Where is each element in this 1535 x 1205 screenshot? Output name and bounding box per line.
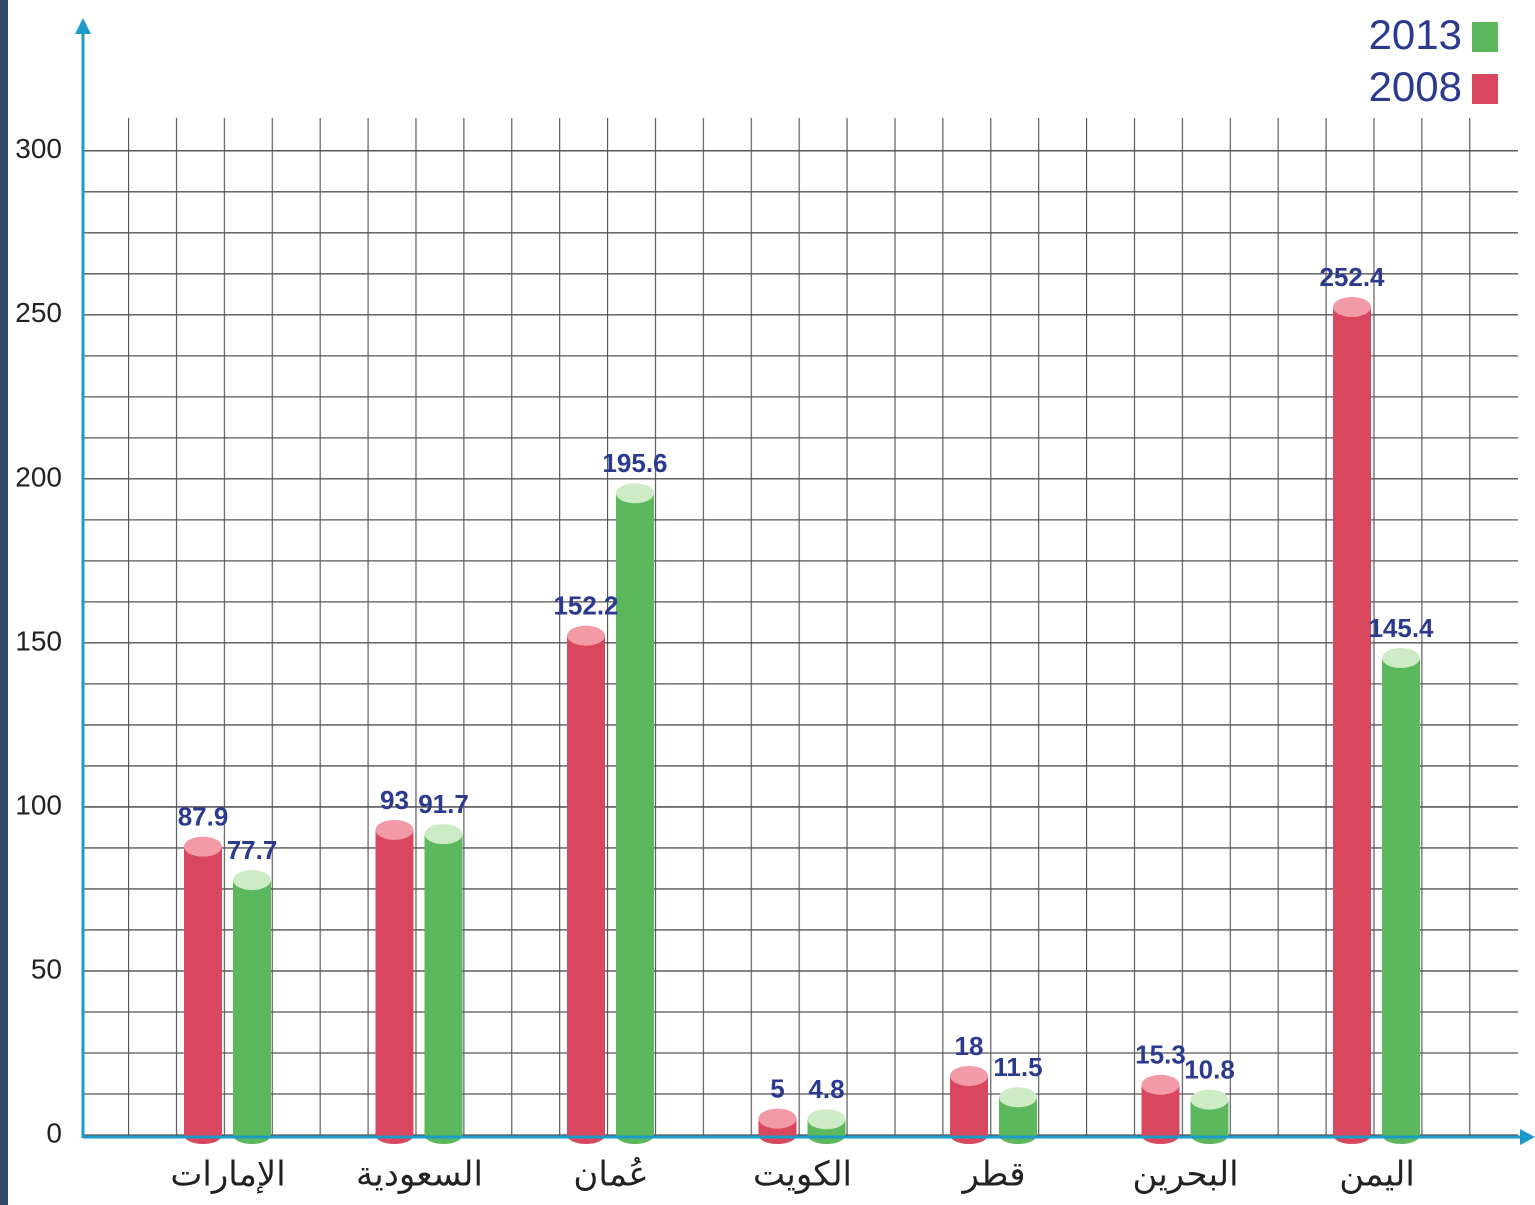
bar [1382,647,1420,1144]
bar-body [616,493,654,1136]
y-tick-label: 150 [15,625,62,656]
legend-label: 2013 [1369,11,1462,58]
x-axis-arrow [1520,1129,1535,1145]
bar-top [758,1108,797,1129]
bar [1333,296,1371,1144]
y-tick-label: 200 [15,461,62,492]
value-label: 18 [955,1031,984,1061]
bar-base [233,1126,271,1144]
bar-base [807,1126,846,1144]
bar [184,836,222,1144]
bar-base [758,1126,797,1144]
bar-body [424,834,463,1135]
bar-top [999,1087,1037,1108]
y-tick-label: 250 [15,297,62,328]
bar-base [616,1126,654,1144]
bar-base [1141,1126,1180,1144]
bar-base [375,1126,414,1144]
y-tick-label: 50 [31,953,62,984]
marks [184,296,1420,1144]
bar [616,483,654,1144]
bar [233,870,271,1144]
x-tick-label: قطر [961,1155,1026,1195]
y-tick-label: 100 [15,789,62,820]
bar-body [567,635,605,1135]
x-tick-label: الإمارات [170,1155,285,1195]
bar-top [233,870,271,891]
bar-top [616,483,654,504]
bar-top [184,836,222,857]
bar-top [950,1065,988,1086]
bar-base [999,1126,1037,1144]
bar [758,1108,797,1144]
value-label: 5 [770,1073,784,1103]
bar-body [1333,306,1371,1135]
y-tick-label: 300 [15,133,62,164]
value-label: 87.9 [178,802,229,832]
grid [83,118,1518,1136]
value-label: 11.5 [993,1052,1042,1082]
value-label: 10.8 [1184,1054,1235,1084]
bar-top [375,819,414,840]
value-label: 145.4 [1368,613,1434,643]
bar-base [1190,1126,1229,1144]
bar-top [1333,296,1371,317]
x-tick-label: الكويت [753,1155,852,1195]
bar-base [1382,1126,1420,1144]
bar [1190,1089,1229,1144]
value-label: 4.8 [808,1074,844,1104]
bar-base [950,1126,988,1144]
y-axis-arrow [75,18,91,34]
x-tick-label: اليمن [1339,1155,1415,1195]
bar-body [233,880,271,1135]
value-label: 93 [380,785,409,815]
bar-body [184,846,222,1135]
bar [950,1065,988,1144]
vertical-grid [128,118,1473,1135]
value-label: 77.7 [227,835,278,865]
bar [999,1087,1037,1144]
value-label: 152.2 [553,591,618,621]
value-label: 252.4 [1319,262,1385,292]
legend-swatch [1472,74,1498,104]
value-label: 15.3 [1135,1040,1186,1070]
value-label: 195.6 [602,448,667,478]
x-tick-label: عُمان [573,1155,648,1195]
x-tick-label: البحرين [1132,1155,1238,1195]
bar-body [1382,657,1420,1135]
bar-top [424,824,463,845]
bar-base [567,1126,605,1144]
x-tick-label: السعودية [356,1155,483,1195]
bar-base [424,1126,463,1144]
bar-top [567,625,605,646]
legend-swatch [1472,22,1498,52]
bar-top [807,1109,846,1130]
bar-top [1141,1074,1180,1095]
bar-base [1333,1126,1371,1144]
bar-body [375,829,414,1135]
bar [1141,1074,1180,1144]
legend-label: 2008 [1369,63,1462,110]
bar [375,819,414,1144]
bar-base [184,1126,222,1144]
bar-top [1382,647,1420,668]
frame-strip [0,0,8,1205]
value-label: 91.7 [418,789,469,819]
bar [424,824,463,1144]
y-tick-label: 0 [46,1117,62,1148]
bar-top [1190,1089,1229,1110]
bar [807,1109,846,1144]
bar [567,625,605,1144]
